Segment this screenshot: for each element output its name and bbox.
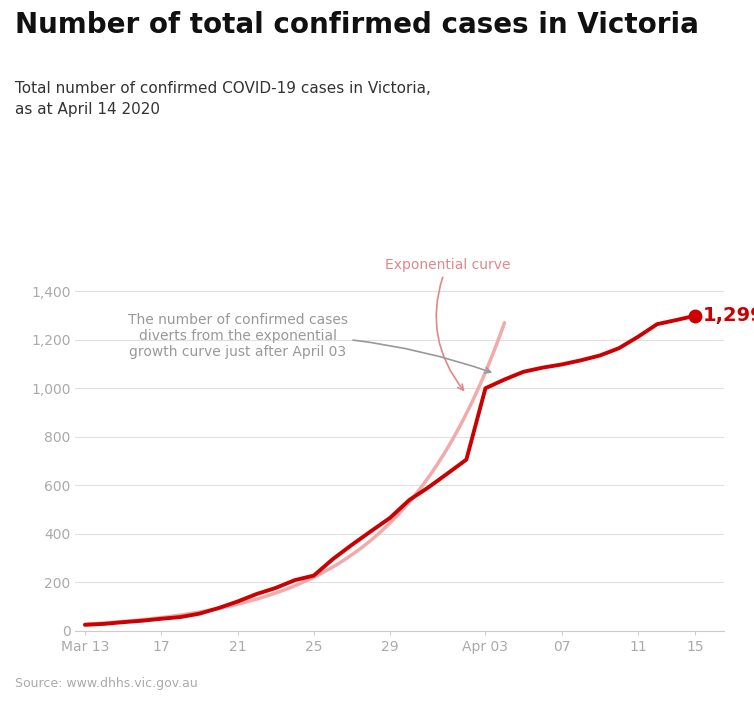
- Text: 1,299: 1,299: [703, 306, 754, 325]
- Text: Exponential curve: Exponential curve: [385, 258, 510, 390]
- Text: Total number of confirmed COVID-19 cases in Victoria,
as at April 14 2020: Total number of confirmed COVID-19 cases…: [15, 81, 431, 116]
- Text: Number of total confirmed cases in Victoria: Number of total confirmed cases in Victo…: [15, 11, 699, 39]
- Text: The number of confirmed cases
diverts from the exponential
growth curve just aft: The number of confirmed cases diverts fr…: [127, 313, 491, 373]
- Text: Source: www.dhhs.vic.gov.au: Source: www.dhhs.vic.gov.au: [15, 677, 198, 690]
